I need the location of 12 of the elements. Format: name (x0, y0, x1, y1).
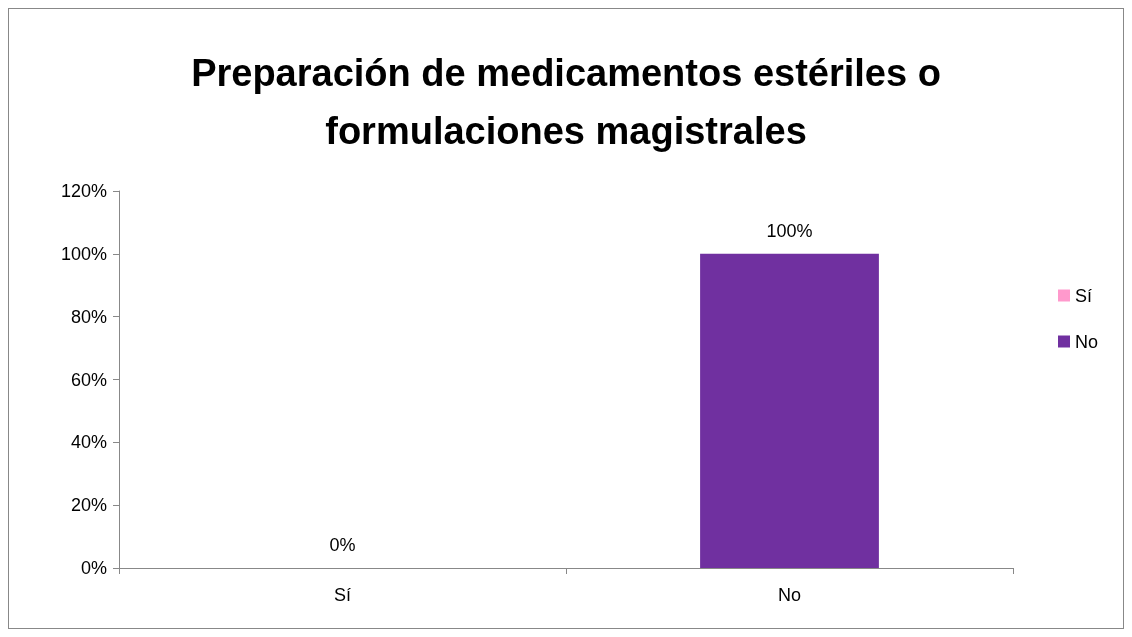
y-tick-label: 60% (70, 369, 107, 390)
y-tick-label: 120% (60, 181, 107, 201)
data-label: 0% (329, 535, 356, 555)
legend-label: Sí (1074, 285, 1093, 306)
y-tick-label: 0% (80, 558, 107, 578)
chart-title: Preparación de medicamentos estériles o formulaciones magistrales (191, 52, 941, 152)
y-tick-label: 20% (70, 495, 107, 516)
y-tick-label: 40% (70, 432, 107, 453)
legend-label: No (1074, 331, 1099, 352)
y-tick-label: 80% (70, 306, 107, 327)
data-label: 100% (766, 220, 813, 241)
y-tick-label: 100% (60, 243, 107, 264)
